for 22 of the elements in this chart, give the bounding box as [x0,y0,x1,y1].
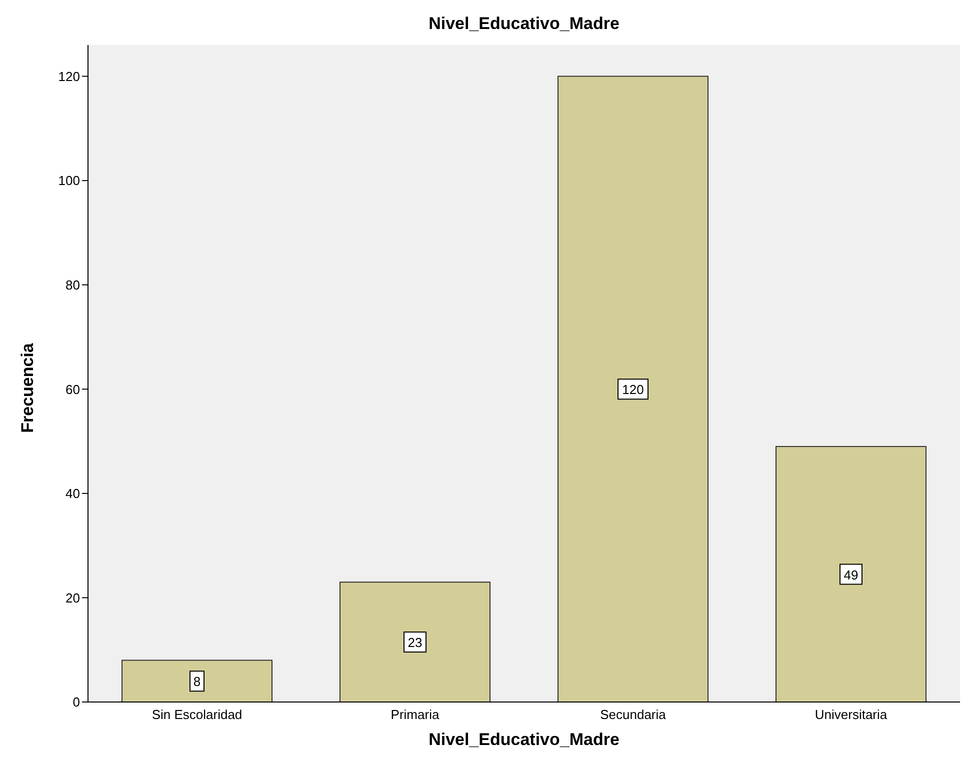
data-label: 49 [844,567,858,582]
data-label: 120 [622,382,644,398]
y-tick-label: 40 [66,486,80,502]
x-tick-label: Universitaria [814,707,888,722]
data-label: 23 [408,635,422,650]
data-label: 8 [193,674,201,690]
x-tick-label: Primaria [390,707,440,722]
bar [122,660,272,702]
bar [340,582,490,702]
x-tick-label: Secundaria [600,707,667,722]
bar [776,446,926,702]
y-tick-label: 0 [72,694,80,710]
y-tick-label: 20 [66,590,80,606]
y-tick-label: 60 [66,382,80,397]
y-tick-label: 100 [58,173,80,188]
bar [558,76,708,702]
x-axis-title: Nivel_Educativo_Madre [428,730,620,750]
x-tick-label: Sin Escolaridad [152,707,242,722]
chart-title: Nivel_Educativo_Madre [428,14,620,34]
y-axis-title: Frecuencia [18,342,38,435]
y-tick-label: 80 [66,277,80,292]
y-tick-label: 120 [58,68,80,84]
